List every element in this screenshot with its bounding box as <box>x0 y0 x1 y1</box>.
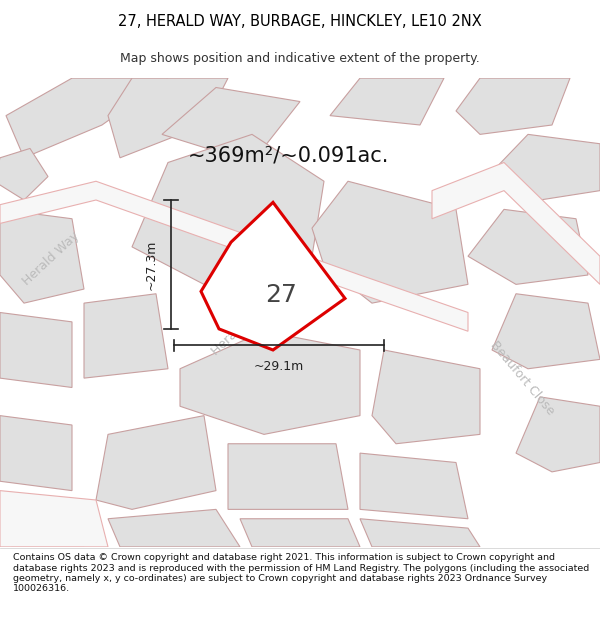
Polygon shape <box>330 78 444 125</box>
Text: Herald Way: Herald Way <box>209 299 271 358</box>
Polygon shape <box>312 181 468 303</box>
Polygon shape <box>228 444 348 509</box>
Polygon shape <box>0 491 108 547</box>
Polygon shape <box>6 78 168 158</box>
Text: Beaufort Close: Beaufort Close <box>487 339 557 418</box>
Polygon shape <box>360 519 480 547</box>
Polygon shape <box>96 416 216 509</box>
Polygon shape <box>0 148 48 200</box>
Polygon shape <box>132 134 324 284</box>
Polygon shape <box>180 331 360 434</box>
Polygon shape <box>0 181 468 331</box>
Polygon shape <box>360 453 468 519</box>
Polygon shape <box>0 209 84 303</box>
Polygon shape <box>492 294 600 369</box>
Polygon shape <box>456 78 570 134</box>
Polygon shape <box>0 312 72 388</box>
Text: ~29.1m: ~29.1m <box>254 360 304 373</box>
Polygon shape <box>240 519 360 547</box>
Polygon shape <box>492 134 600 200</box>
Polygon shape <box>372 350 480 444</box>
Polygon shape <box>162 88 300 162</box>
Polygon shape <box>201 202 345 350</box>
Text: ~27.3m: ~27.3m <box>145 239 158 289</box>
Text: 27: 27 <box>265 283 297 307</box>
Polygon shape <box>468 209 588 284</box>
Text: Herald Way: Herald Way <box>20 229 82 288</box>
Polygon shape <box>108 78 228 158</box>
Polygon shape <box>84 294 168 378</box>
Polygon shape <box>432 162 600 284</box>
Polygon shape <box>516 397 600 472</box>
Text: 27, HERALD WAY, BURBAGE, HINCKLEY, LE10 2NX: 27, HERALD WAY, BURBAGE, HINCKLEY, LE10 … <box>118 14 482 29</box>
Polygon shape <box>108 509 240 547</box>
Polygon shape <box>0 509 84 547</box>
Text: Contains OS data © Crown copyright and database right 2021. This information is : Contains OS data © Crown copyright and d… <box>13 553 589 593</box>
Text: Map shows position and indicative extent of the property.: Map shows position and indicative extent… <box>120 52 480 65</box>
Polygon shape <box>0 416 72 491</box>
Text: ~369m²/~0.091ac.: ~369m²/~0.091ac. <box>187 146 389 166</box>
